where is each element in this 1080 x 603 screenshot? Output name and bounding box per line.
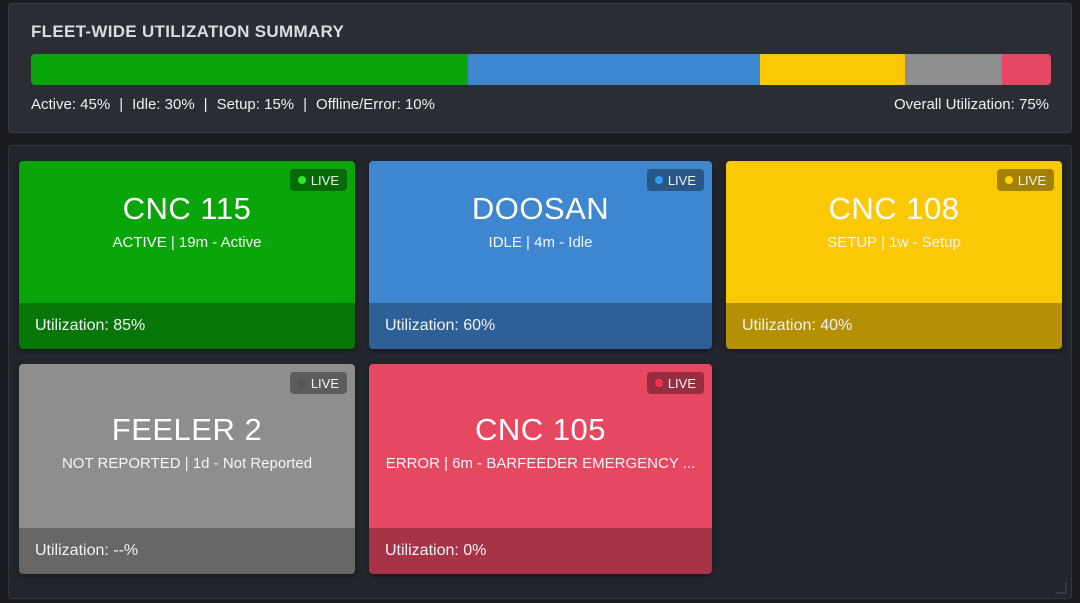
machine-name: CNC 108 bbox=[828, 191, 960, 226]
bar-segment-idle bbox=[468, 54, 760, 85]
live-dot-icon bbox=[297, 379, 306, 387]
machine-status: ACTIVE | 19m - Active bbox=[112, 234, 262, 251]
machine-utilization: Utilization: 60% bbox=[369, 303, 712, 349]
machine-name: FEELER 2 bbox=[111, 412, 263, 447]
live-label: LIVE bbox=[1017, 172, 1046, 188]
machine-name: CNC 115 bbox=[122, 191, 252, 226]
live-badge: LIVE bbox=[646, 372, 704, 394]
live-label: LIVE bbox=[667, 375, 696, 391]
machine-name: CNC 105 bbox=[475, 412, 606, 447]
machine-status: ERROR | 6m - BARFEEDER EMERGENCY ... bbox=[385, 455, 696, 472]
machine-status: IDLE | 4m - Idle bbox=[488, 234, 593, 251]
overall-utilization: Overall Utilization: 75% bbox=[893, 96, 1049, 113]
bar-legend: Active: 45% | Idle: 30% | Setup: 15% | Offline… bbox=[31, 96, 435, 113]
live-label: LIVE bbox=[310, 172, 339, 188]
live-badge: LIVE bbox=[996, 169, 1054, 191]
machine-tile-feeler-2[interactable]: LIVE FEELER 2 NOT REPORTED | 1d - Not Re… bbox=[19, 364, 355, 574]
machine-utilization: Utilization: 0% bbox=[369, 528, 712, 574]
machine-utilization: Utilization: --% bbox=[19, 528, 355, 574]
legend-setup: Setup: 15% bbox=[216, 96, 295, 113]
live-label: LIVE bbox=[310, 375, 339, 391]
summary-title: FLEET-WIDE UTILIZATION SUMMARY bbox=[31, 22, 345, 41]
bar-segment-active bbox=[31, 54, 469, 85]
machine-status: SETUP | 1w - Setup bbox=[827, 234, 961, 251]
machine-tile-cnc-105[interactable]: LIVE CNC 105 ERROR | 6m - BARFEEDER EMER… bbox=[369, 364, 712, 574]
legend-active: Active: 45% bbox=[31, 96, 111, 113]
legend-separator: | bbox=[303, 96, 308, 113]
legend-separator: | bbox=[119, 96, 124, 113]
machine-utilization: Utilization: 85% bbox=[19, 303, 355, 349]
legend-offline-error: Offline/Error: 10% bbox=[316, 96, 435, 113]
live-dot-icon bbox=[654, 379, 663, 387]
machine-tile-doosan[interactable]: LIVE DOOSAN IDLE | 4m - Idle Utilization… bbox=[369, 161, 712, 349]
bar-segment-setup bbox=[759, 54, 906, 85]
legend-idle: Idle: 30% bbox=[132, 96, 195, 113]
utilization-summary-panel: FLEET-WIDE UTILIZATION SUMMARY Active: 4… bbox=[8, 3, 1072, 133]
resize-grip-icon[interactable] bbox=[1055, 582, 1067, 594]
machine-tile-cnc-115[interactable]: LIVE CNC 115 ACTIVE | 19m - Active Utili… bbox=[19, 161, 355, 349]
bar-segment-error bbox=[1002, 54, 1051, 85]
machine-status: NOT REPORTED | 1d - Not Reported bbox=[61, 455, 313, 472]
bar-segment-offline bbox=[905, 54, 1003, 85]
machine-tile-cnc-108[interactable]: LIVE CNC 108 SETUP | 1w - Setup Utilizat… bbox=[726, 161, 1062, 349]
utilization-bar bbox=[31, 54, 1051, 85]
machine-utilization: Utilization: 40% bbox=[726, 303, 1062, 349]
live-badge: LIVE bbox=[646, 169, 704, 191]
live-badge: LIVE bbox=[289, 169, 347, 191]
live-dot-icon bbox=[297, 176, 306, 184]
live-dot-icon bbox=[654, 176, 663, 184]
live-badge: LIVE bbox=[289, 372, 347, 394]
machine-name: DOOSAN bbox=[471, 191, 610, 226]
legend-separator: | bbox=[203, 96, 208, 113]
machine-grid-panel: LIVE CNC 115 ACTIVE | 19m - Active Utili… bbox=[8, 145, 1072, 599]
live-dot-icon bbox=[1004, 176, 1013, 184]
live-label: LIVE bbox=[667, 172, 696, 188]
